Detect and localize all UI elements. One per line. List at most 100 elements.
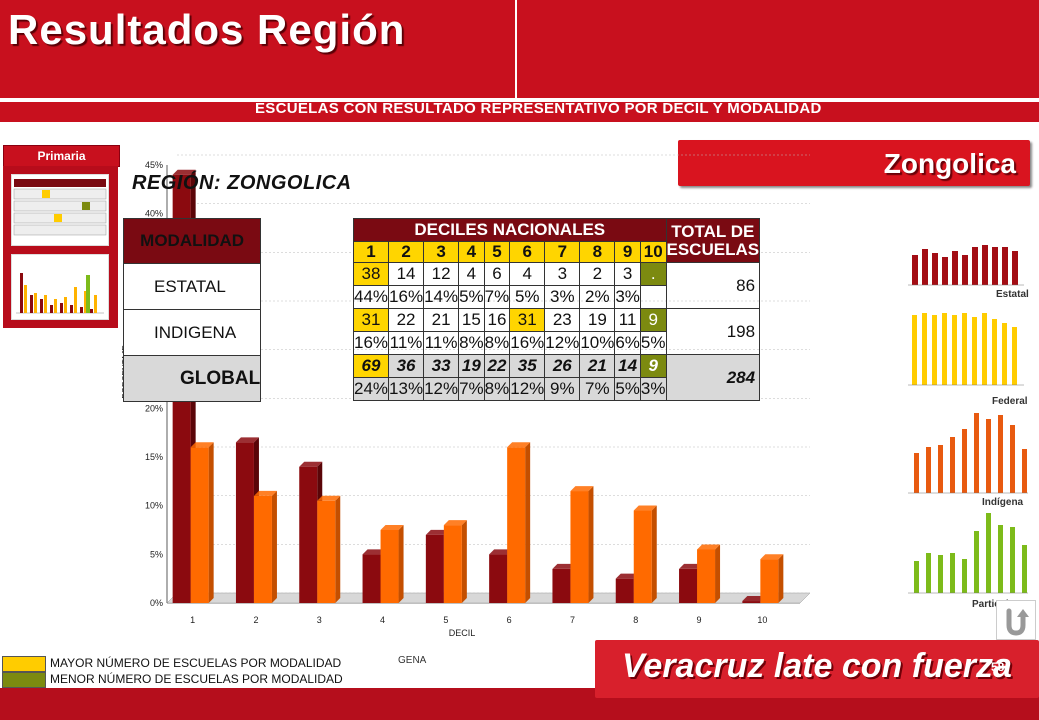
header-divider [515,0,517,100]
bar-s1-4-top [380,525,404,530]
count-cell: 22 [388,308,425,332]
x-tick-label: 4 [380,615,385,625]
total-cell: 86 [665,262,761,309]
bar-s1-5-top [443,520,467,526]
bar-s1-6-top [507,442,531,448]
chart-title: REGIÓN: ZONGOLICA [132,172,352,194]
slogan-text: Veracruz late con fuerza [622,647,1012,685]
bar-s0-9-top [679,563,703,569]
bar-s1-8-front [633,510,652,603]
x-tick-label: 2 [253,615,258,625]
percent-cell: 10% [579,331,616,355]
decile-header-cell: 6 [509,241,546,263]
bar-s0-3-front [299,466,318,603]
table-row: 69 36 33 19 22 35 26 21 14 9 284 [352,354,761,401]
mini-label-federal: Federal [992,396,1028,407]
bar-s1-4-front [380,530,399,603]
y-tick-label: 0% [150,598,163,608]
decile-header-cell: 9 [614,241,641,263]
bar-s1-10 [760,554,784,603]
count-cell: 36 [388,354,425,378]
percent-cell [639,285,667,309]
table-thumbnail[interactable] [11,174,109,246]
decile-number-row: 1 2 3 4 5 6 7 8 9 10 [352,241,760,263]
count-cell: 31 [509,308,546,332]
count-cell: . [639,262,667,286]
count-cell: 35 [509,354,546,378]
table-row: 31 22 21 15 16 31 23 19 11 9 198 [352,308,761,355]
bar-s0-7-front [552,568,571,603]
modalidad-table: MODALIDAD ESTATAL INDIGENA GLOBAL [122,218,262,402]
bar-s0-5-top [425,529,449,535]
mini-chart-estatal[interactable] [908,245,1024,286]
percent-cell: 8% [483,377,511,401]
table-row: 16% 11% 11% 8% 8% 16% 12% 10% 6% 5% [352,331,760,355]
total-header-line2: ESCUELAS [666,239,760,259]
count-cell: 23 [544,308,581,332]
count-cell: 4 [458,262,485,286]
tab-primaria[interactable]: Primaria [3,145,120,167]
decile-header-cell: 2 [388,241,425,263]
table-thumbnail-icon [13,179,107,236]
count-cell: 38 [352,262,390,286]
decile-header-cell: 7 [544,241,581,263]
decile-header-cell: 10 [639,241,667,263]
region-tab[interactable]: Zongolica [678,140,1030,186]
bar-s1-6 [507,442,531,603]
bar-s0-5-front [425,534,444,603]
percent-cell: 16% [388,285,425,309]
percent-cell: 3% [544,285,581,309]
mini-chart-indigena[interactable] [908,413,1028,494]
bar-s1-7-top [570,486,594,492]
mini-chart-federal[interactable] [908,313,1024,386]
bar-s0-9-front [679,568,698,603]
table-row: 24% 13% 12% 7% 8% 12% 9% 7% 5% 3% [352,377,760,401]
percent-cell: 44% [352,285,390,309]
count-cell: 16 [483,308,511,332]
bar-s1-8-side [651,505,657,603]
percent-cell: 8% [483,331,511,355]
count-cell: 21 [579,354,616,378]
mini-charts: Estatal Federal Indígena Particular [908,245,1029,610]
decile-header-cell: 1 [352,241,390,263]
back-button[interactable] [996,600,1036,640]
x-tick-label: 5 [443,615,448,625]
percent-cell: 16% [509,331,546,355]
y-tick-label: 20% [145,403,163,413]
bar-s1-3-side [335,495,341,603]
decile-header-cell: 8 [579,241,616,263]
percent-cell: 14% [423,285,460,309]
y-tick-label: 10% [145,501,163,511]
percent-cell: 11% [423,331,460,355]
bar-s1-1-top [190,442,214,448]
x-tick-label: 9 [697,615,702,625]
percent-cell: 6% [614,331,641,355]
chart-thumbnail[interactable] [11,254,109,320]
chart-x-label: DECIL [449,628,476,638]
region-label: Zongolica [883,148,1016,179]
bar-s0-8-front [615,578,634,603]
bar-s1-9-front [697,549,716,603]
bar-s1-1 [190,442,214,603]
count-cell: 31 [352,308,390,332]
modalidad-header: MODALIDAD [122,218,262,264]
legend-label-max: MAYOR NÚMERO DE ESCUELAS POR MODALIDAD [50,656,342,670]
bar-s0-2-front [235,442,254,603]
count-cell: 14 [388,262,425,286]
bar-s1-2-top [253,490,277,496]
count-cell: 19 [579,308,616,332]
decile-body: 38 14 12 4 6 4 3 2 3. 86 44% 16% 14% 5% 7% 5% 3% 2% 3% 31 22… [352,262,761,401]
x-tick-label: 10 [757,615,767,625]
bar-s1-3-front [317,500,336,603]
x-tick-label: 7 [570,615,575,625]
bar-s1-5-front [443,525,462,603]
count-cell: 22 [483,354,511,378]
bar-s0-10-front [742,601,761,603]
mini-chart-particular[interactable] [908,513,1028,594]
count-cell: 15 [458,308,485,332]
bar-s1-9 [697,544,721,603]
bar-s1-1-front [190,447,209,603]
bar-s0-6-top [489,549,513,555]
count-cell: 9 [639,354,667,378]
